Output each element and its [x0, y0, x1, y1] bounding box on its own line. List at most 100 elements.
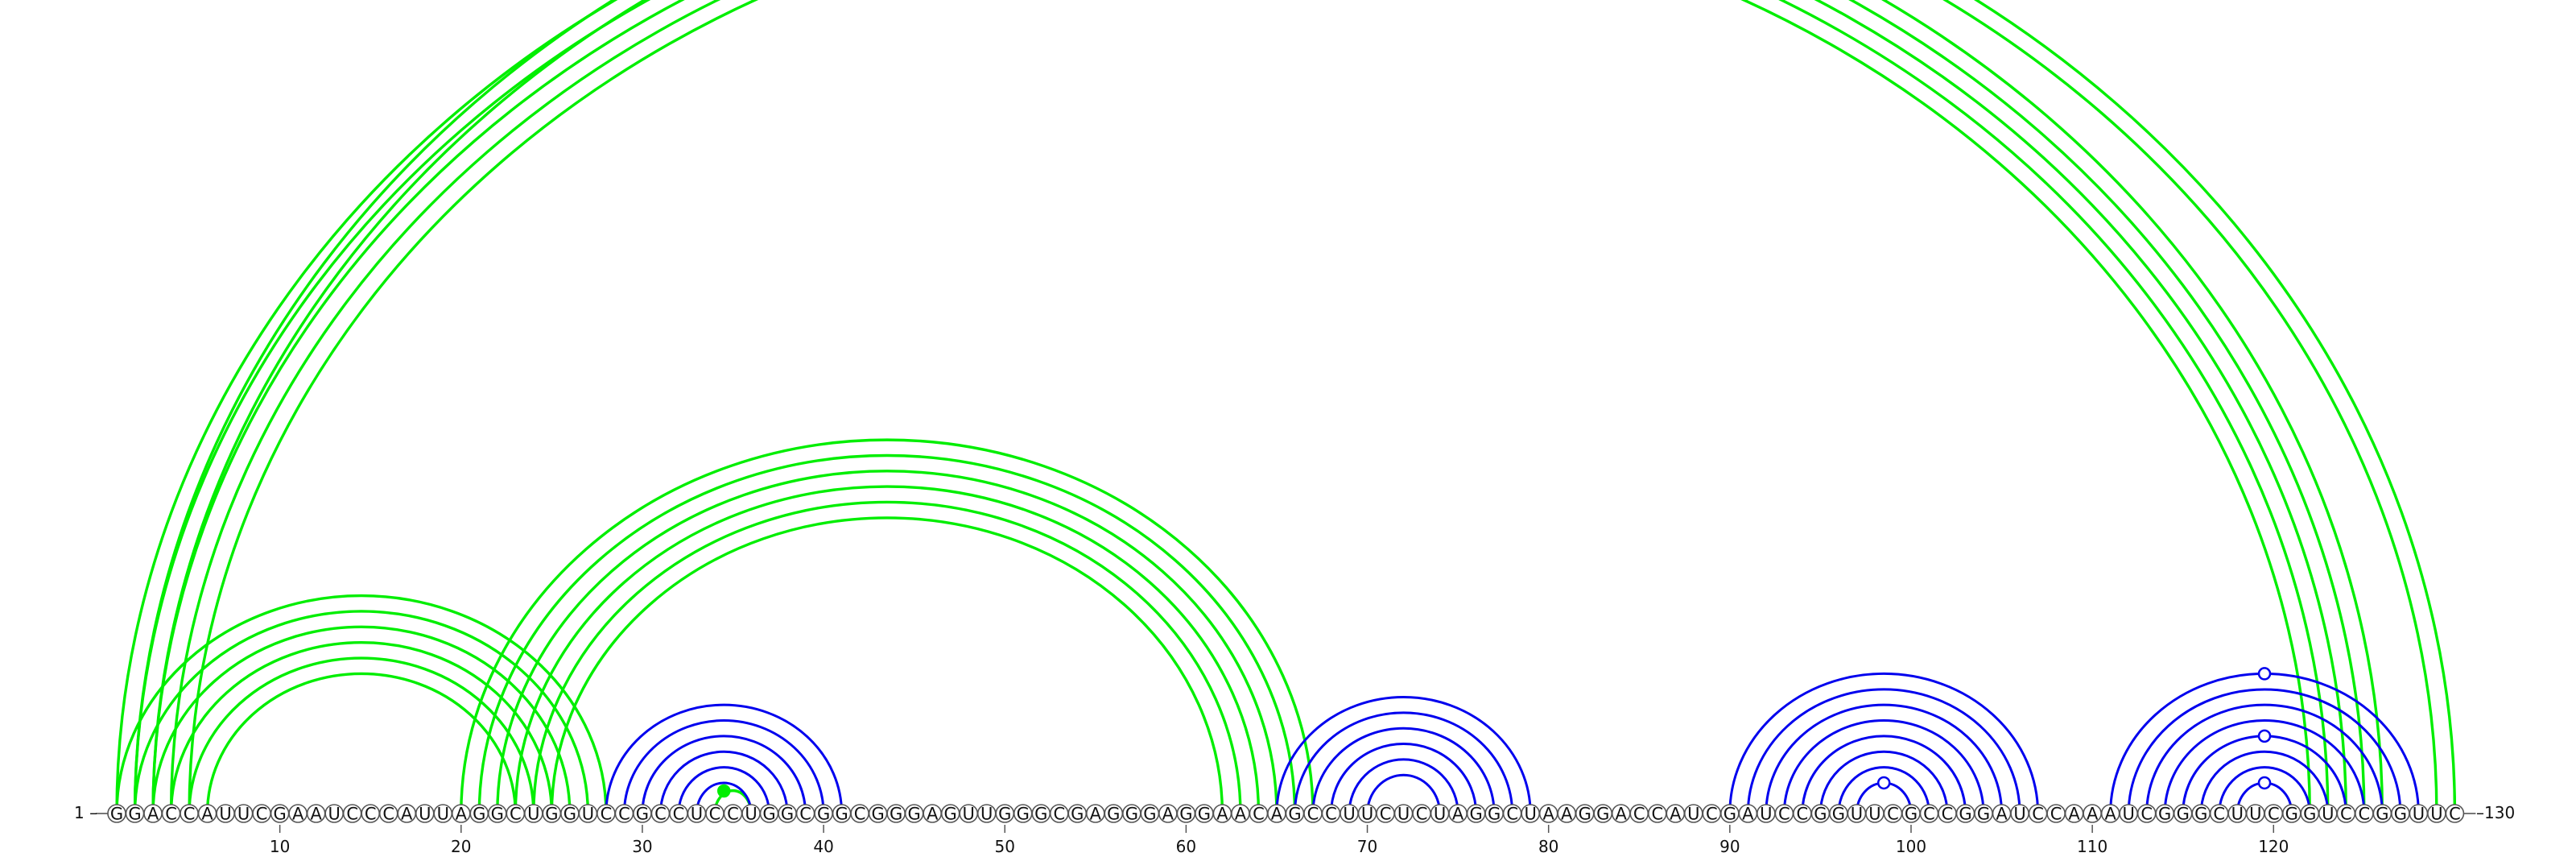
nucleotide-27: U [578, 804, 598, 824]
pair-arc-112-127 [2127, 689, 2402, 814]
nucleotide-letter: G [1905, 805, 1918, 824]
nucleotide-letter: G [2158, 805, 2171, 824]
tick-label-120: 120 [2258, 837, 2289, 856]
nucleotide-5: C [180, 804, 199, 824]
nucleotide-84: A [1611, 804, 1631, 824]
nucleotide-letter: U [2249, 805, 2261, 824]
nucleotide-15: C [361, 804, 381, 824]
tick-label-90: 90 [1719, 837, 1740, 856]
nucleotide-125: C [2355, 804, 2374, 824]
pair-arc-116-123 [2199, 751, 2330, 814]
nucleotide-letter: A [292, 805, 304, 824]
tick-label-110: 110 [2077, 837, 2107, 856]
nucleotide-letter: U [219, 805, 231, 824]
nucleotide-121: G [2282, 804, 2301, 824]
nucleotide-letter: U [1760, 805, 1772, 824]
nucleotide-letter: G [944, 805, 957, 824]
nucleotide-67: C [1303, 804, 1323, 824]
nucleotide-30: G [633, 804, 652, 824]
nucleotide-17: A [397, 804, 417, 824]
nucleotide-letter: G [2394, 805, 2407, 824]
nucleotide-108: C [2046, 804, 2066, 824]
pair-arc-5-122 [189, 0, 2310, 814]
nucleotide-letter: C [1942, 805, 1954, 824]
nucleotide-112: U [2119, 804, 2138, 824]
nucleotide-letter: C [618, 805, 630, 824]
nucleotide-letter: G [1143, 805, 1156, 824]
pair-arc-69-75 [1348, 758, 1459, 814]
nucleotide-75: A [1448, 804, 1468, 824]
nucleotide-40: G [814, 804, 833, 824]
nucleotide-92: U [1757, 804, 1776, 824]
nucleotide-letter: G [1488, 805, 1501, 824]
nucleotide-14: C [342, 804, 362, 824]
nucleotide-letter: A [147, 805, 159, 824]
pair-arc-25-62 [550, 516, 1224, 814]
nucleotide-letter: C [365, 805, 377, 824]
nucleotide-letter: A [1670, 805, 1682, 824]
nucleotide-letter: C [1887, 805, 1899, 824]
nucleotide-letter: C [1416, 805, 1428, 824]
nucleotide-80: A [1538, 804, 1558, 824]
arc-marker-6 [2257, 776, 2272, 790]
nucleotide-96: G [1829, 804, 1848, 824]
nucleotide-51: G [1013, 804, 1033, 824]
nucleotide-45: G [904, 804, 924, 824]
nucleotide-130: C [2445, 804, 2465, 824]
nucleotide-7: U [216, 804, 235, 824]
nucleotide-46: A [923, 804, 942, 824]
nucleotide-18: U [415, 804, 435, 824]
pair-arc-111-128 [2109, 672, 2420, 814]
pair-arc-31-38 [658, 750, 789, 814]
nucleotide-letter: U [1851, 805, 1863, 824]
nucleotide-102: C [1938, 804, 1957, 824]
position-axis: 10 20 30 40 50 60 70 80 90 100 110 120 [270, 825, 2289, 856]
nucleotide-letter: C [1651, 805, 1663, 824]
base-pair-arcs [115, 0, 2457, 814]
tick-label-60: 60 [1176, 837, 1196, 856]
nucleotide-76: G [1466, 804, 1486, 824]
nucleotide-letter: C [2359, 805, 2371, 824]
nucleotide-letter: A [1216, 805, 1228, 824]
nucleotide-letter: A [927, 805, 939, 824]
nucleotide-letter: C [601, 805, 613, 824]
nucleotide-55: A [1086, 804, 1105, 824]
nucleotide-letter: U [1524, 805, 1536, 824]
nucleotide-72: U [1393, 804, 1414, 824]
pair-arc-67-77 [1311, 727, 1496, 814]
pair-arc-117-122 [2218, 766, 2311, 814]
nucleotide-letter: A [1090, 805, 1102, 824]
nucleotide-letter: C [673, 805, 685, 824]
tick-label-40: 40 [813, 837, 833, 856]
nucleotide-letter: U [582, 805, 594, 824]
nucleotide-letter: U [2013, 805, 2025, 824]
nucleotide-50: G [995, 804, 1015, 824]
nucleotide-letter: C [2050, 805, 2062, 824]
nucleotide-letter: G [835, 805, 848, 824]
nucleotide-99: C [1883, 804, 1903, 824]
nucleotide-letter: G [1017, 805, 1030, 824]
nucleotide-26: G [560, 804, 580, 824]
nucleotide-letter: C [165, 805, 177, 824]
nucleotide-letter: C [1797, 805, 1809, 824]
nucleotide-118: U [2227, 804, 2248, 824]
nucleotide-91: A [1738, 804, 1758, 824]
nucleotide-123: U [2318, 804, 2338, 824]
nucleotide-letter: A [2087, 805, 2099, 824]
nucleotide-4: C [161, 804, 181, 824]
nucleotide-letter: G [1977, 805, 1990, 824]
nucleotide-letter: G [1179, 805, 1192, 824]
nucleotide-letter: G [871, 805, 884, 824]
nucleotide-letter: U [1361, 805, 1373, 824]
pair-arc-93-104 [1782, 719, 1985, 814]
sequence-start-label: 1 – [74, 803, 97, 822]
nucleotide-113: C [2136, 804, 2157, 824]
nucleotide-56: G [1104, 804, 1124, 824]
nucleotide-37: G [759, 804, 779, 824]
nucleotide-124: C [2336, 804, 2356, 824]
pair-arc-3-124 [153, 0, 2346, 814]
nucleotide-letter: C [2032, 805, 2044, 824]
nucleotide-letter: U [1868, 805, 1880, 824]
